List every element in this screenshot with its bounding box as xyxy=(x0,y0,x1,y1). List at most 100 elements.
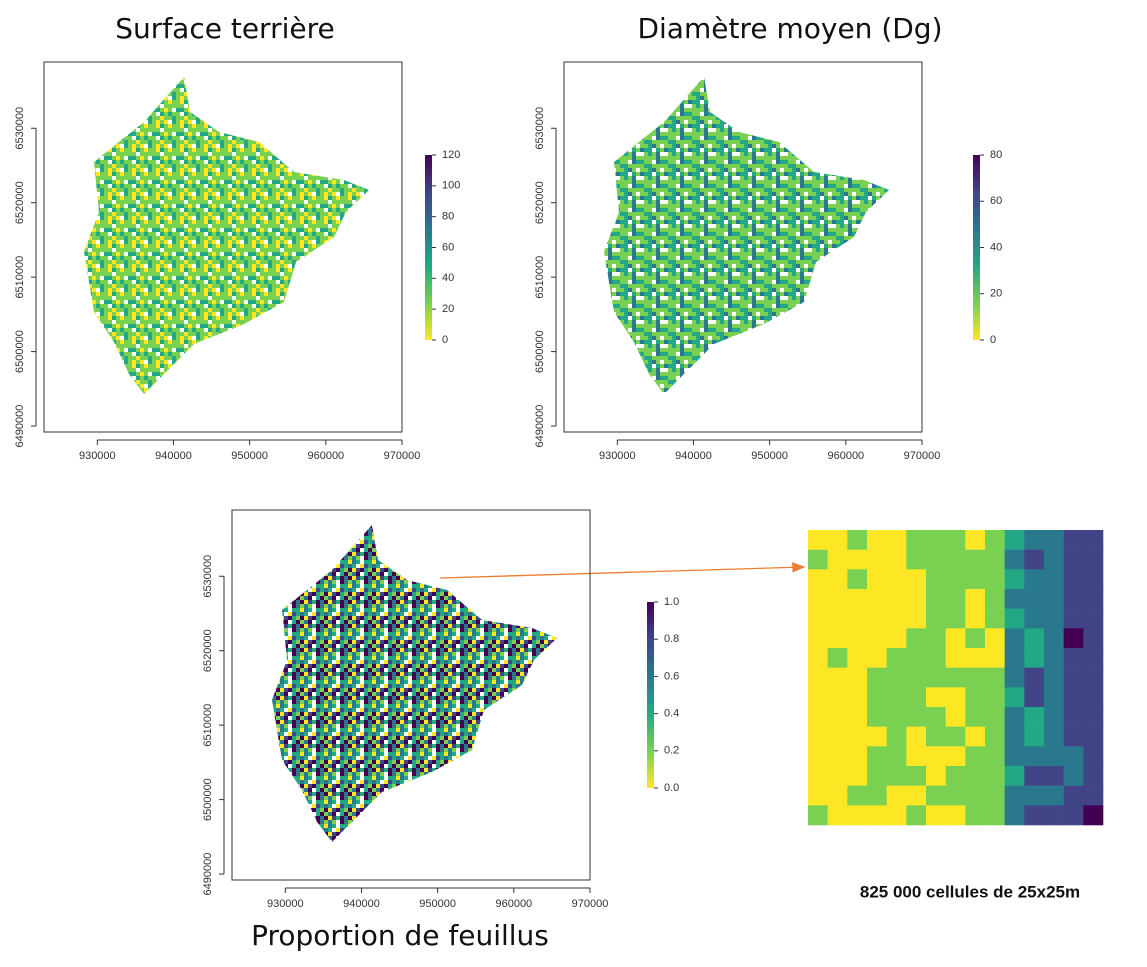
inset-cell xyxy=(1044,766,1064,786)
inset-cell xyxy=(808,707,828,727)
inset-cell xyxy=(926,746,946,767)
inset-cell xyxy=(945,726,966,747)
inset-cell xyxy=(1004,746,1025,767)
inset-cell xyxy=(847,628,868,649)
inset-cell xyxy=(945,707,966,727)
inset-cell xyxy=(808,805,828,826)
inset-cell xyxy=(1024,530,1045,550)
inset-cell xyxy=(985,766,1005,786)
x-tick-label: 950000 xyxy=(231,450,268,462)
plot-frame xyxy=(43,61,403,433)
inset-cell xyxy=(965,589,986,609)
inset-cell xyxy=(1004,569,1025,590)
inset-cell xyxy=(867,648,887,668)
inset-cell xyxy=(886,667,907,688)
inset-cell xyxy=(965,766,986,786)
plot-frame xyxy=(231,509,591,881)
inset-cell xyxy=(945,608,966,629)
inset-cell xyxy=(808,569,828,590)
inset-cell xyxy=(1044,707,1064,727)
colorbar xyxy=(973,155,980,340)
inset-cell xyxy=(1004,707,1025,727)
inset-cell xyxy=(1083,589,1104,609)
inset-cell xyxy=(926,687,946,708)
inset-cell xyxy=(1083,569,1104,590)
inset-cell xyxy=(827,746,848,767)
y-tick-label: 6520000 xyxy=(14,181,26,224)
colorbar-tick-label: 40 xyxy=(990,241,1002,253)
colorbar-tick-label: 20 xyxy=(442,303,454,315)
inset-cell xyxy=(985,530,1005,550)
x-tick-label: 960000 xyxy=(495,898,532,910)
y-tick-label: 6510000 xyxy=(534,256,546,299)
inset-cell xyxy=(965,530,986,550)
inset-cell xyxy=(847,589,868,609)
inset-cell xyxy=(965,805,986,826)
inset-cell xyxy=(886,569,907,590)
inset-cell xyxy=(867,687,887,708)
inset-cell xyxy=(847,648,868,668)
inset-cell xyxy=(886,726,907,747)
inset-cell xyxy=(847,667,868,688)
inset-cell xyxy=(1044,746,1064,767)
inset-cell xyxy=(926,569,946,590)
zoom-arrow xyxy=(439,562,806,579)
inset-cell xyxy=(965,785,986,806)
y-tick-label: 6510000 xyxy=(14,256,26,299)
inset-cell xyxy=(906,726,927,747)
map-title: Surface terrière xyxy=(115,12,334,45)
inset-cell xyxy=(827,667,848,688)
inset-cell xyxy=(926,608,946,629)
inset-cell xyxy=(906,746,927,767)
x-tick-label: 960000 xyxy=(827,450,864,462)
inset-cell xyxy=(926,707,946,727)
inset-cell xyxy=(1044,530,1064,550)
colorbar-tick-label: 0.2 xyxy=(664,745,679,757)
inset-caption: 825 000 cellules de 25x25m xyxy=(860,882,1080,901)
colorbar-tick-label: 0.8 xyxy=(664,633,679,645)
inset-cell xyxy=(906,569,927,590)
inset-cell xyxy=(867,766,887,786)
inset-cell xyxy=(886,589,907,609)
inset-cell xyxy=(1044,628,1064,649)
inset-cell xyxy=(827,707,848,727)
x-tick-label: 940000 xyxy=(343,898,380,910)
inset-cell xyxy=(1024,805,1045,826)
x-tick-label: 970000 xyxy=(384,450,421,462)
inset-cell xyxy=(827,530,848,550)
inset-cell xyxy=(808,726,828,747)
colorbar-tick-label: 0.4 xyxy=(664,708,679,720)
inset-cell xyxy=(827,589,848,609)
inset-cell xyxy=(867,785,887,806)
inset-cell xyxy=(867,589,887,609)
inset-cell xyxy=(827,687,848,708)
inset-cell xyxy=(906,608,927,629)
inset-cell xyxy=(1063,648,1084,668)
inset-cell xyxy=(827,569,848,590)
inset-cell xyxy=(926,628,946,649)
inset-cell xyxy=(1083,648,1104,668)
inset-cell xyxy=(1004,648,1025,668)
inset-cell xyxy=(1004,687,1025,708)
x-tick-label: 970000 xyxy=(904,450,941,462)
inset-cell xyxy=(906,628,927,649)
inset-cell xyxy=(985,569,1005,590)
x-tick-label: 970000 xyxy=(572,898,609,910)
inset-cell xyxy=(1063,589,1084,609)
inset-cell xyxy=(965,569,986,590)
forest-area xyxy=(272,525,557,842)
inset-cell xyxy=(965,726,986,747)
inset-cell xyxy=(906,707,927,727)
inset-cell xyxy=(1044,805,1064,826)
inset-cell xyxy=(965,648,986,668)
inset-cell xyxy=(926,648,946,668)
inset-cell xyxy=(1063,805,1084,826)
inset-cell xyxy=(886,785,907,806)
inset-cell xyxy=(1024,785,1045,806)
inset-cell xyxy=(945,589,966,609)
inset-cell xyxy=(906,589,927,609)
inset-cell xyxy=(827,608,848,629)
inset-cell xyxy=(926,549,946,570)
x-tick-label: 940000 xyxy=(675,450,712,462)
